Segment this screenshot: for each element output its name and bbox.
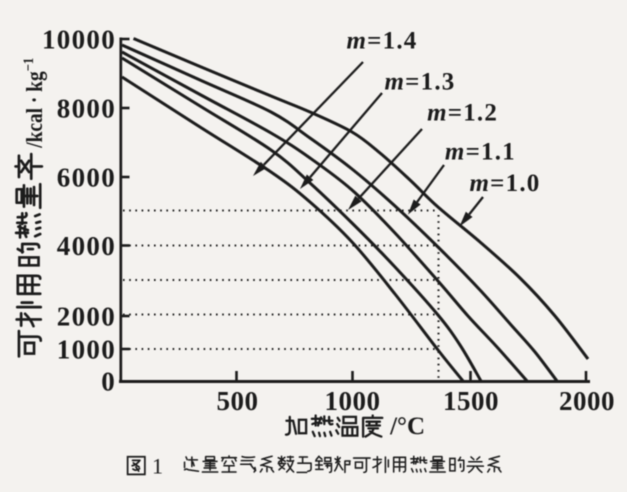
svg-text:2000: 2000 (559, 386, 615, 416)
svg-text:4000: 4000 (57, 231, 116, 261)
svg-text:m=1.4: m=1.4 (347, 28, 418, 55)
svg-text:500: 500 (217, 386, 259, 416)
svg-text:1: 1 (152, 454, 163, 479)
svg-text:/°C: /°C (389, 413, 425, 440)
svg-text:0: 0 (101, 367, 116, 397)
svg-text:1000: 1000 (57, 335, 116, 365)
svg-text:2000: 2000 (57, 302, 116, 332)
svg-text:m=1.0: m=1.0 (470, 170, 541, 197)
svg-text:m=1.1: m=1.1 (445, 139, 516, 166)
svg-text:/kcal · kg−1: /kcal · kg−1 (21, 58, 47, 149)
svg-text:8000: 8000 (57, 94, 116, 124)
svg-text:1000: 1000 (325, 386, 381, 416)
svg-text:m=1.3: m=1.3 (385, 69, 456, 96)
svg-text:m=1.2: m=1.2 (427, 99, 498, 126)
svg-text:6000: 6000 (57, 163, 116, 193)
svg-text:10000: 10000 (42, 25, 116, 55)
svg-text:1500: 1500 (443, 386, 499, 416)
